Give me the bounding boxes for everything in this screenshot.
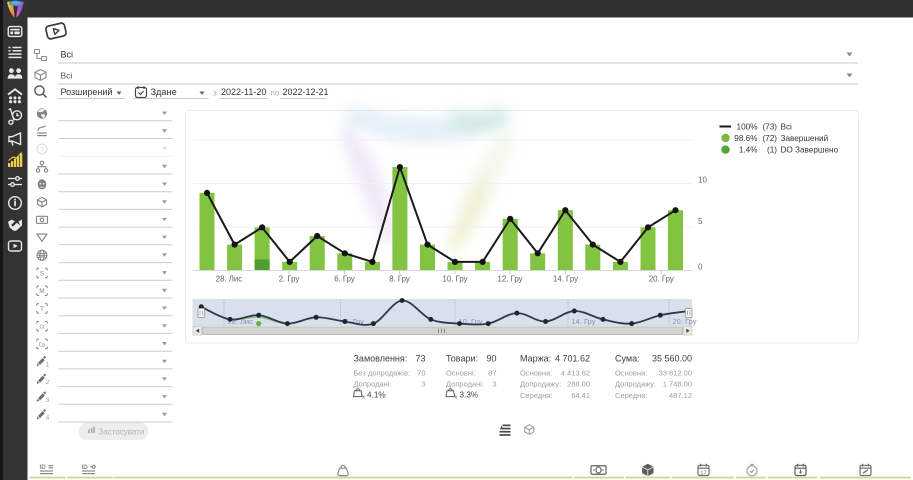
svg-text:Основна:: Основна: <box>520 368 552 377</box>
svg-text:35 560.00: 35 560.00 <box>652 354 692 364</box>
svg-text:3: 3 <box>492 380 496 389</box>
svg-text:1: 1 <box>46 361 50 368</box>
svg-text:0: 0 <box>698 263 703 272</box>
svg-text:Всі: Всі <box>61 50 74 60</box>
svg-text:S: S <box>40 270 45 277</box>
svg-text:10. Гру: 10. Гру <box>443 275 468 284</box>
svg-text:100%: 100% <box>737 123 758 132</box>
svg-text:5: 5 <box>698 217 703 226</box>
svg-text:8. Гру: 8. Гру <box>389 275 410 284</box>
svg-text:4 413.62: 4 413.62 <box>561 368 590 377</box>
svg-text:?: ? <box>40 145 44 154</box>
svg-text:Всі: Всі <box>781 123 793 132</box>
svg-text:288.00: 288.00 <box>567 380 590 389</box>
svg-text:Основні:: Основні: <box>446 368 476 377</box>
svg-text:70: 70 <box>417 368 425 377</box>
svg-text:6. Гру: 6. Гру <box>334 275 355 284</box>
svg-text:T: T <box>40 306 44 313</box>
svg-text:DO Завершено: DO Завершено <box>781 146 839 155</box>
svg-text:20. Гру: 20. Гру <box>649 275 674 284</box>
svg-text:64.41: 64.41 <box>571 391 590 400</box>
svg-text:Застосувати: Застосувати <box>99 427 145 436</box>
svg-text:17: 17 <box>700 470 706 476</box>
svg-text:33 812.00: 33 812.00 <box>659 368 692 377</box>
svg-text:з: з <box>213 89 217 98</box>
svg-text:3: 3 <box>46 397 50 404</box>
svg-text:ID: ID <box>40 464 47 471</box>
svg-text:20. Гру: 20. Гру <box>673 317 697 326</box>
svg-text:(1): (1) <box>767 146 777 155</box>
svg-text:28. Лис: 28. Лис <box>228 317 254 326</box>
svg-text:73: 73 <box>415 354 425 364</box>
svg-text:487.12: 487.12 <box>669 391 692 400</box>
svg-text:Розширений: Розширений <box>61 87 113 97</box>
svg-text:Здане: Здане <box>151 87 177 97</box>
svg-text:Всі: Всі <box>61 71 73 81</box>
svg-text:28. Лис: 28. Лис <box>216 275 242 284</box>
svg-text:14. Гру: 14. Гру <box>553 275 578 284</box>
svg-text:1 748.00: 1 748.00 <box>663 380 692 389</box>
svg-text:Середня:: Середня: <box>615 391 647 400</box>
svg-text:(73): (73) <box>762 123 777 132</box>
svg-text:2. Гру: 2. Гру <box>279 275 300 284</box>
svg-text:Завершений: Завершений <box>781 134 829 143</box>
svg-text:6. Гру: 6. Гру <box>344 317 364 326</box>
svg-text:ID: ID <box>82 464 89 471</box>
svg-text:10: 10 <box>698 176 707 185</box>
svg-text:x: x <box>455 394 458 400</box>
svg-text:1.4%: 1.4% <box>739 146 758 155</box>
svg-text:Допродані:: Допродані: <box>354 380 392 389</box>
svg-text:(72): (72) <box>762 134 777 143</box>
svg-text:Сума:: Сума: <box>615 354 640 364</box>
svg-text:Маржа:: Маржа: <box>520 354 551 364</box>
svg-text:по: по <box>271 89 280 98</box>
svg-text:Замовлення:: Замовлення: <box>354 354 408 364</box>
svg-text:Основна:: Основна: <box>615 368 647 377</box>
svg-text:x: x <box>362 394 365 400</box>
svg-text:4 701.62: 4 701.62 <box>555 354 590 364</box>
svg-text:Cp: Cp <box>39 342 46 348</box>
svg-text:2: 2 <box>46 379 50 386</box>
svg-text:Ct: Ct <box>40 325 46 331</box>
svg-text:2022-11-20: 2022-11-20 <box>221 87 266 97</box>
svg-text:Без допродажів:: Без допродажів: <box>354 368 411 377</box>
svg-text:Допродажу:: Допродажу: <box>520 380 561 389</box>
svg-text:87: 87 <box>488 368 496 377</box>
svg-text:14. Гру: 14. Гру <box>572 317 596 326</box>
svg-text:M: M <box>39 288 44 295</box>
svg-text:Допродажу:: Допродажу: <box>615 380 656 389</box>
svg-text:12. Гру: 12. Гру <box>498 275 523 284</box>
svg-text:3: 3 <box>421 380 425 389</box>
svg-text:4.1%: 4.1% <box>367 390 386 399</box>
svg-text:4: 4 <box>46 415 50 422</box>
svg-text:3.3%: 3.3% <box>460 390 479 399</box>
svg-text:90: 90 <box>486 354 496 364</box>
svg-text:2022-12-21: 2022-12-21 <box>283 87 329 97</box>
svg-text:98.6%: 98.6% <box>734 134 757 143</box>
svg-text:10. Гру: 10. Гру <box>459 317 483 326</box>
svg-text:Товари:: Товари: <box>446 354 478 364</box>
svg-text:Середня:: Середня: <box>520 391 552 400</box>
svg-text:Допродані:: Допродані: <box>446 380 484 389</box>
